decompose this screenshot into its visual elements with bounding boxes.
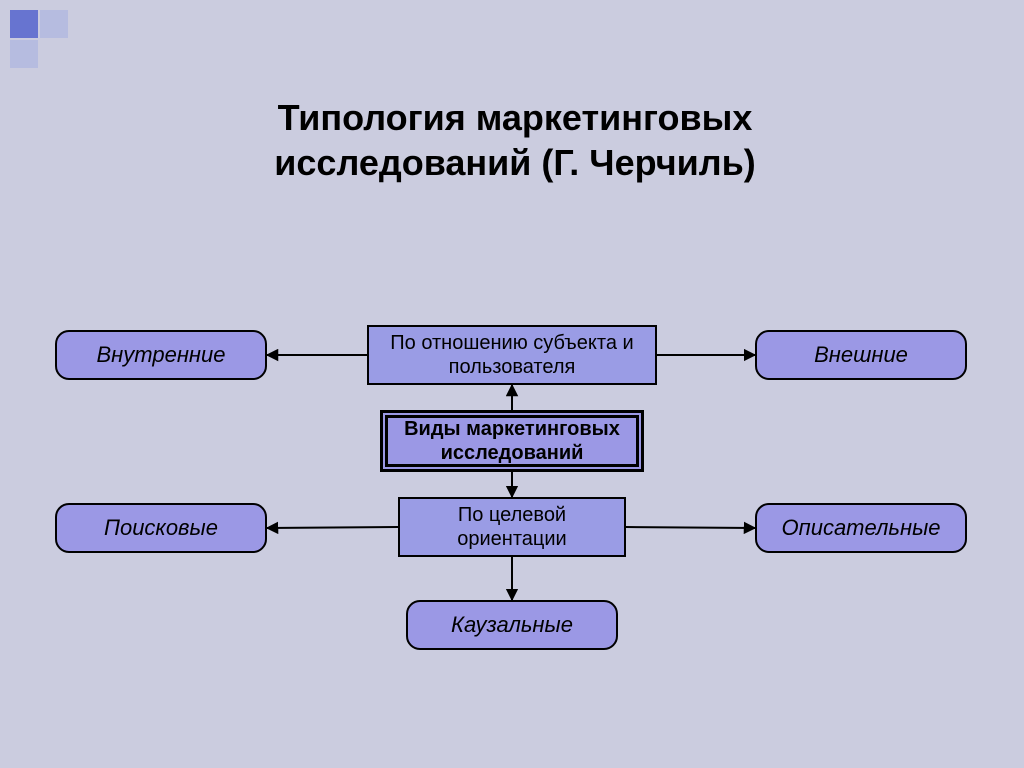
leaf-right-bottom: Описательные [755, 503, 967, 553]
leaf-right-top: Внешние [755, 330, 967, 380]
leaf-left-bottom: Поисковые [55, 503, 267, 553]
criterion-top-box: По отношению субъекта и пользователя [367, 325, 657, 385]
corner-decor [10, 10, 70, 70]
leaf-bottom: Каузальные [406, 600, 618, 650]
page-title: Типология маркетинговых исследований (Г.… [170, 95, 860, 185]
criterion-bottom-box: По целевой ориентации [398, 497, 626, 557]
slide-canvas: Типология маркетинговых исследований (Г.… [0, 0, 1024, 768]
center-box: Виды маркетинговых исследований [380, 410, 644, 472]
leaf-left-top: Внутренние [55, 330, 267, 380]
